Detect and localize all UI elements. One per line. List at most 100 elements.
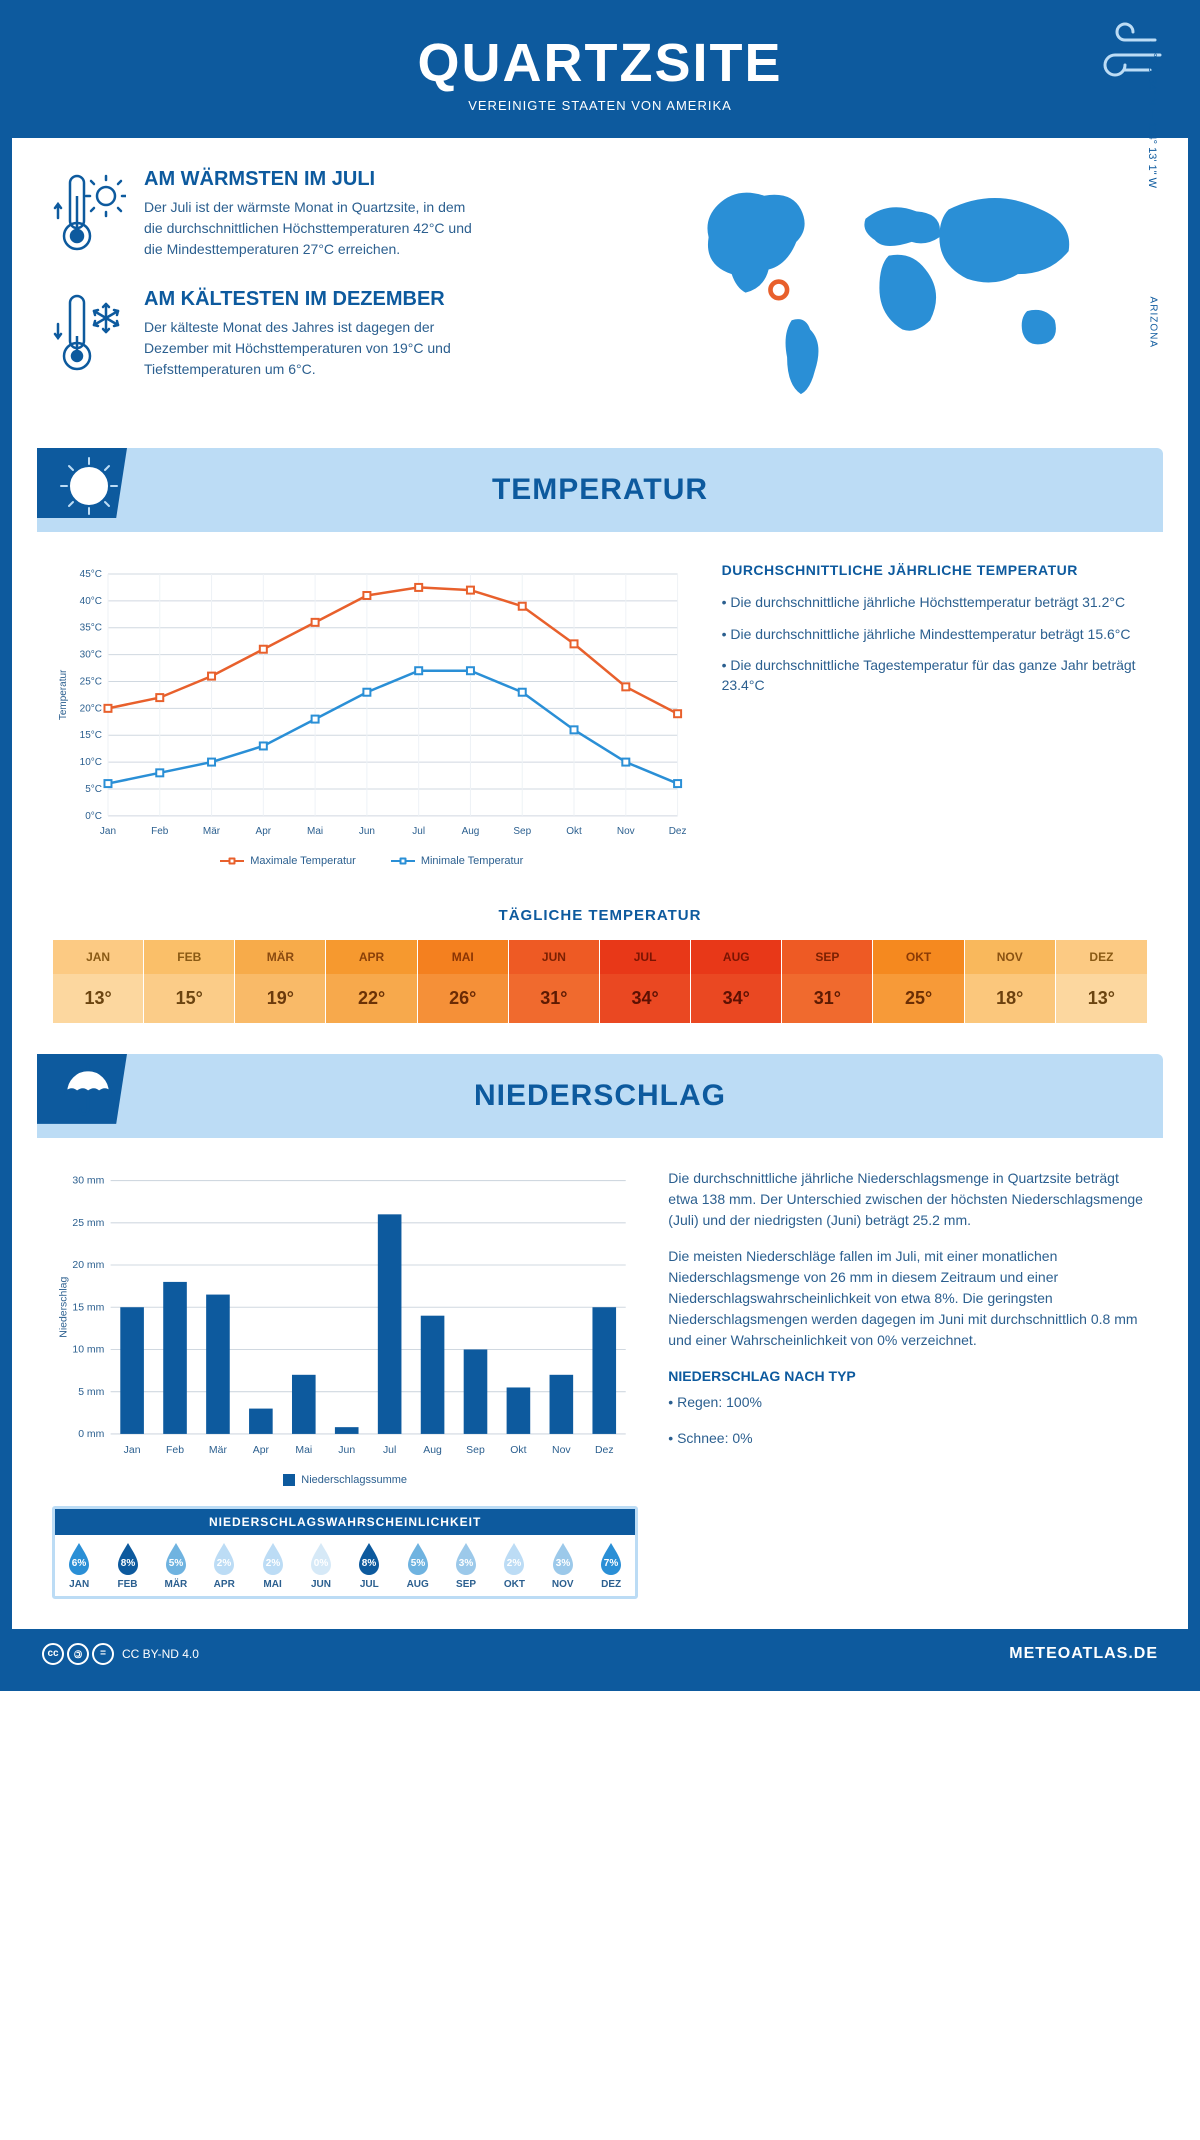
legend-label: Maximale Temperatur [250,855,356,867]
temp-info-title: DURCHSCHNITTLICHE JÄHRLICHE TEMPERATUR [722,562,1148,578]
precip-paragraph: Die durchschnittliche jährliche Niedersc… [668,1168,1148,1231]
svg-text:Nov: Nov [552,1445,571,1456]
svg-text:Nov: Nov [617,826,635,837]
svg-text:15°C: 15°C [80,730,102,741]
svg-text:Feb: Feb [166,1445,184,1456]
precipitation-bar-chart: 0 mm5 mm10 mm15 mm20 mm25 mm30 mmJanFebM… [52,1168,638,1486]
thermometer-cold-icon [52,288,126,383]
svg-text:Jun: Jun [338,1445,355,1456]
prob-cell: 2%OKT [490,1535,538,1596]
header: QUARTZSITE VEREINIGTE STAATEN VON AMERIK… [12,12,1188,138]
sun-icon [57,454,121,523]
svg-text:0°C: 0°C [85,811,102,822]
section-banner-temperature: TEMPERATUR [37,448,1163,532]
daily-temp-cell: JAN13° [53,940,144,1023]
fact-text: Der Juli ist der wärmste Monat in Quartz… [144,197,484,260]
page-subtitle: VEREINIGTE STAATEN VON AMERIKA [12,98,1188,113]
svg-text:Jul: Jul [412,826,425,837]
svg-text:Mär: Mär [209,1445,228,1456]
daily-temp-cell: NOV18° [965,940,1056,1023]
svg-text:Okt: Okt [510,1445,526,1456]
fact-title: AM WÄRMSTEN IM JULI [144,168,484,191]
daily-temp-cell: DEZ13° [1056,940,1147,1023]
daily-temp-cell: JUN31° [509,940,600,1023]
prob-cell: 7%DEZ [587,1535,635,1596]
svg-text:30°C: 30°C [80,650,102,661]
daily-temp-cell: MÄR19° [235,940,326,1023]
umbrella-icon [57,1060,119,1127]
svg-text:2%: 2% [217,1558,232,1569]
temp-info-bullet: • Die durchschnittliche jährliche Mindes… [722,625,1148,645]
svg-text:10 mm: 10 mm [72,1344,104,1355]
svg-text:Apr: Apr [253,1445,270,1456]
region-label: ARIZONA [1147,297,1158,348]
prob-cell: 5%MÄR [152,1535,200,1596]
prob-cell: 2%MAI [248,1535,296,1596]
temperature-line-chart: 0°C5°C10°C15°C20°C25°C30°C35°C40°C45°CJa… [52,562,692,867]
svg-text:Dez: Dez [595,1445,614,1456]
svg-text:Mär: Mär [203,826,221,837]
fact-title: AM KÄLTESTEN IM DEZEMBER [144,288,484,311]
svg-text:Okt: Okt [566,826,582,837]
prob-cell: 5%AUG [394,1535,442,1596]
license-text: CC BY-ND 4.0 [122,1647,199,1661]
site-name: METEOATLAS.DE [1009,1645,1158,1663]
daily-temp-cell: MAI26° [418,940,509,1023]
svg-text:35°C: 35°C [80,623,102,634]
svg-text:45°C: 45°C [80,569,102,580]
svg-text:Mai: Mai [295,1445,312,1456]
prob-cell: 0%JUN [297,1535,345,1596]
coordinates: 33° 40' 34" N — 114° 13' 1" W [1146,41,1158,188]
svg-text:Jul: Jul [383,1445,396,1456]
prob-cell: 8%JUL [345,1535,393,1596]
cc-icons: cc🄯= [42,1643,114,1665]
daily-temp-cell: JUL34° [600,940,691,1023]
svg-text:Temperatur: Temperatur [58,669,69,720]
daily-temp-cell: OKT25° [873,940,964,1023]
svg-text:Aug: Aug [462,826,480,837]
section-title: TEMPERATUR [492,473,708,507]
page-title: QUARTZSITE [12,32,1188,94]
svg-text:7%: 7% [604,1558,619,1569]
world-map [620,168,1148,408]
daily-temp-cell: FEB15° [144,940,235,1023]
svg-text:Jan: Jan [100,826,116,837]
svg-text:0 mm: 0 mm [78,1429,104,1440]
svg-text:Jun: Jun [359,826,375,837]
svg-text:30 mm: 30 mm [72,1176,104,1187]
svg-text:Sep: Sep [466,1445,485,1456]
svg-text:8%: 8% [362,1558,377,1569]
fact-warmest: AM WÄRMSTEN IM JULI Der Juli ist der wär… [52,168,580,263]
svg-text:Mai: Mai [307,826,323,837]
precip-type-rain: • Regen: 100% [668,1392,1148,1413]
legend-min: Minimale Temperatur [391,855,524,867]
prob-cell: 3%SEP [442,1535,490,1596]
svg-text:Apr: Apr [256,826,272,837]
svg-text:0%: 0% [314,1558,329,1569]
precip-type-title: NIEDERSCHLAG NACH TYP [668,1366,1148,1387]
svg-text:15 mm: 15 mm [72,1302,104,1313]
daily-temp-cell: SEP31° [782,940,873,1023]
fact-coldest: AM KÄLTESTEN IM DEZEMBER Der kälteste Mo… [52,288,580,383]
svg-text:5°C: 5°C [85,784,102,795]
daily-temp-cell: AUG34° [691,940,782,1023]
svg-text:Aug: Aug [423,1445,442,1456]
temp-info-bullet: • Die durchschnittliche jährliche Höchst… [722,593,1148,613]
svg-text:20°C: 20°C [80,703,102,714]
svg-text:10°C: 10°C [80,757,102,768]
precip-type-snow: • Schnee: 0% [668,1428,1148,1449]
thermometer-hot-icon [52,168,126,263]
prob-cell: 3%NOV [539,1535,587,1596]
daily-temp-cell: APR22° [326,940,417,1023]
footer: cc🄯= CC BY-ND 4.0 METEOATLAS.DE [12,1629,1188,1679]
svg-text:8%: 8% [120,1558,135,1569]
svg-text:5%: 5% [169,1558,184,1569]
prob-cell: 8%FEB [103,1535,151,1596]
legend-precip: Niederschlagssumme [283,1474,407,1486]
section-title: NIEDERSCHLAG [474,1079,726,1113]
fact-text: Der kälteste Monat des Jahres ist dagege… [144,317,484,380]
legend-label: Niederschlagssumme [301,1474,407,1486]
svg-text:3%: 3% [459,1558,474,1569]
temp-info-bullet: • Die durchschnittliche Tagestemperatur … [722,656,1148,695]
svg-text:Sep: Sep [513,826,531,837]
